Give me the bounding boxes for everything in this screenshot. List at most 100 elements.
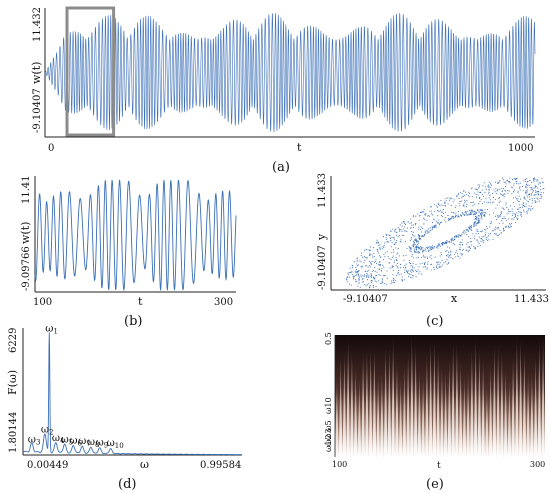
panel-d-ytick-top: 6229 [8, 328, 19, 353]
scatter-point [434, 227, 436, 229]
scatter-point [365, 285, 367, 287]
scatter-point [429, 256, 431, 258]
scatter-point [534, 184, 536, 187]
scatter-point [470, 241, 472, 243]
scatter-point [446, 241, 448, 243]
scatter-point [431, 263, 433, 265]
scatter-point [413, 267, 415, 269]
scatter-point [481, 203, 483, 205]
scatter-point [476, 209, 478, 212]
scatter-point [486, 226, 488, 228]
scatter-point [455, 205, 457, 207]
scatter-point [371, 270, 373, 273]
scatter-point [390, 237, 392, 240]
scatter-point [432, 245, 434, 247]
scatter-point [531, 194, 533, 196]
scatter-point [360, 252, 363, 254]
scatter-point [478, 218, 480, 220]
scatter-point [474, 222, 476, 224]
scatter-point [463, 230, 465, 232]
scatter-point [360, 254, 362, 257]
scatter-point [383, 266, 385, 268]
scatter-point [494, 191, 496, 193]
scatter-point [382, 275, 384, 277]
scatter-point [357, 264, 359, 266]
scatter-point [486, 201, 488, 203]
scatter-point [427, 261, 429, 263]
scatter-point [479, 245, 481, 247]
scatter-point [388, 262, 390, 264]
scatter-point [478, 210, 480, 213]
scatter-point [524, 198, 527, 200]
scatter-point [499, 188, 501, 190]
scatter-point [519, 198, 522, 200]
scatter-point [402, 280, 404, 282]
scatter-point [449, 218, 452, 220]
scatter-point [426, 247, 428, 249]
scatter-point [473, 223, 475, 225]
scatter-point [489, 223, 491, 225]
scatter-point [363, 275, 365, 277]
scatter-point [507, 192, 509, 194]
scatter-point [408, 273, 411, 275]
scatter-point [424, 213, 426, 215]
scatter-point [489, 226, 491, 228]
scatter-point [499, 213, 501, 215]
scatter-point [407, 269, 409, 271]
scatter-point [409, 239, 411, 242]
scatter-point [417, 256, 420, 258]
scatter-point [417, 242, 419, 244]
scatter-point [408, 246, 410, 248]
scatter-point [526, 187, 528, 189]
scatter-point [406, 247, 408, 250]
scatter-point [352, 278, 354, 280]
scatter-point [474, 247, 476, 249]
scatter-point [355, 275, 357, 277]
scatter-point [474, 210, 476, 212]
scatter-point [418, 219, 420, 221]
scatter-point [444, 201, 446, 203]
scatter-point [485, 197, 487, 199]
scatter-point [449, 247, 451, 249]
scatter-point [410, 222, 413, 224]
scatter-point [412, 245, 414, 247]
scatter-point [418, 235, 420, 237]
scatter-point [366, 248, 368, 250]
heatmap-spike [372, 348, 377, 457]
scatter-point [400, 229, 402, 231]
scatter-point [487, 185, 489, 187]
scatter-point [457, 192, 459, 195]
scatter-point [452, 239, 454, 241]
scatter-point [503, 217, 505, 220]
heatmap-spike [481, 358, 485, 457]
scatter-point [509, 224, 511, 226]
scatter-point [379, 244, 381, 246]
scatter-point [398, 228, 401, 230]
scatter-point [424, 233, 426, 235]
scatter-point [464, 214, 466, 216]
scatter-point [504, 189, 506, 191]
scatter-point [417, 252, 419, 254]
heatmap-spike [496, 345, 500, 457]
scatter-point [530, 209, 532, 211]
scatter-point [375, 263, 378, 265]
scatter-point [439, 222, 441, 224]
scatter-point [484, 228, 486, 230]
scatter-point [438, 266, 440, 268]
scatter-point [402, 255, 405, 257]
scatter-point [355, 266, 357, 268]
scatter-point [501, 220, 503, 222]
scatter-point [398, 255, 401, 257]
scatter-point [412, 215, 414, 217]
scatter-point [422, 266, 424, 268]
scatter-point [452, 258, 454, 260]
scatter-point [477, 230, 479, 233]
scatter-point [397, 248, 399, 250]
scatter-point [507, 218, 510, 220]
scatter-point [458, 211, 460, 213]
scatter-point [479, 208, 481, 210]
scatter-point [371, 260, 373, 262]
scatter-point [369, 254, 371, 257]
panel-d-ytick-bottom: 1.80144 [8, 412, 19, 453]
